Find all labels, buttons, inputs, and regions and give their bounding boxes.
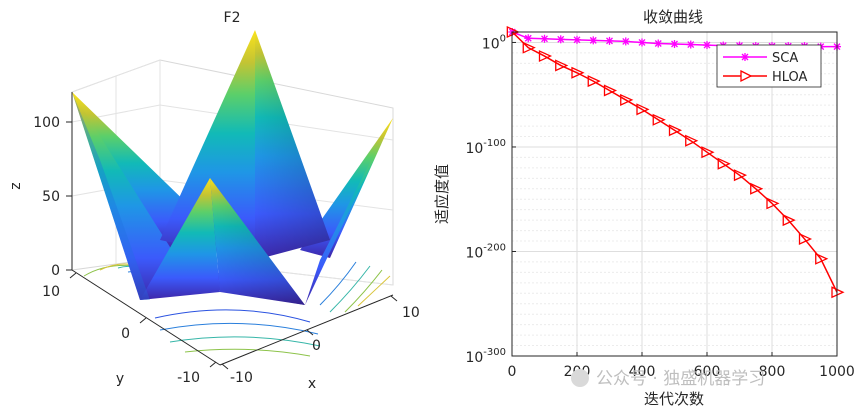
- data-point-sca: [703, 41, 711, 50]
- data-point-sca: [573, 35, 581, 44]
- y-tick-exponent: 0: [500, 33, 506, 44]
- surface-facet: [305, 118, 393, 305]
- contour-line: [169, 336, 321, 347]
- x-tick-label: 10: [402, 305, 420, 321]
- data-point-sca: [540, 34, 549, 43]
- watermark: 公众号 · 独盛机器学习: [571, 369, 765, 389]
- surface-facet: [140, 178, 220, 300]
- surface-facet: [160, 30, 255, 260]
- data-point-hloa: [668, 124, 683, 137]
- surface-facet: [210, 178, 305, 305]
- wechat-icon: [571, 369, 589, 387]
- y-tick-label: 10: [42, 284, 60, 300]
- y-tick-base: 10: [465, 245, 483, 261]
- y-tick-base: 10: [465, 141, 483, 157]
- contour-line: [154, 309, 311, 323]
- data-point-sca: [621, 37, 630, 46]
- y-axis-label: y: [116, 371, 124, 387]
- contour-line: [329, 265, 371, 313]
- y-tick-exponent: -300: [483, 347, 506, 358]
- line-x-axis-label: 迭代次数: [644, 390, 704, 408]
- data-point-hloa: [652, 113, 666, 126]
- data-point-hloa: [620, 93, 634, 106]
- y-tick-base: 10: [465, 350, 483, 366]
- x-axis-label: x: [308, 376, 316, 392]
- x-tick-label: 0: [508, 364, 517, 380]
- data-point-hloa: [766, 197, 780, 210]
- data-point-sca: [638, 38, 646, 47]
- data-point-sca: [524, 34, 533, 43]
- contour-line: [184, 348, 311, 357]
- data-point-sca: [686, 40, 695, 49]
- surface-facet: [255, 30, 330, 260]
- data-point-hloa: [750, 182, 764, 195]
- x-tick-label: 1000: [819, 364, 855, 380]
- surface-mesh: [72, 30, 393, 305]
- contour-line: [344, 269, 383, 313]
- z-axis-label: z: [8, 182, 24, 189]
- data-point-hloa: [603, 84, 618, 97]
- watermark-text: 公众号 · 独盛机器学习: [596, 369, 765, 389]
- legend-box: [716, 44, 822, 88]
- line-y-axis-label: 适应度值: [433, 164, 451, 224]
- x-tick-label: -10: [230, 370, 253, 386]
- legend: SCA HLOA: [716, 44, 822, 88]
- y-tick-label: -10: [177, 370, 200, 386]
- data-point-hloa: [587, 75, 601, 88]
- data-point-hloa: [685, 134, 699, 147]
- legend-sca-marker: [741, 53, 749, 61]
- data-point-sca: [589, 36, 598, 45]
- y-tick-base: 10: [482, 36, 500, 52]
- legend-hloa-label: HLOA: [772, 70, 808, 85]
- data-point-hloa: [733, 169, 748, 182]
- data-point-sca: [556, 35, 565, 44]
- surface-facet: [72, 92, 175, 300]
- data-point-hloa: [701, 146, 715, 159]
- x-tick-label: 0: [312, 338, 321, 354]
- data-point-sca: [654, 39, 663, 48]
- surface-plot: F2: [8, 10, 420, 392]
- data-point-hloa: [571, 66, 585, 79]
- y-tick-exponent: -100: [483, 138, 506, 149]
- y-tick-label: 10-100: [465, 138, 506, 157]
- convergence-plot: 收敛曲线 02004006008001000 10010-10010-20010…: [433, 8, 855, 408]
- data-point-hloa: [538, 50, 553, 63]
- x-tick-label: 800: [759, 364, 786, 380]
- x-tick-label: 400: [629, 364, 656, 380]
- y-tick-label: 0: [121, 326, 130, 342]
- contour-line: [159, 322, 319, 335]
- x-tick-label: 600: [694, 364, 721, 380]
- contour-line: [357, 275, 391, 307]
- z-tick-label: 50: [42, 189, 60, 205]
- y-tick-label: 100: [482, 33, 506, 52]
- contour-line: [319, 261, 357, 306]
- legend-sca-label: SCA: [772, 51, 798, 66]
- data-point-hloa: [815, 252, 829, 265]
- surface-facet: [72, 92, 150, 300]
- data-point-hloa: [555, 59, 569, 72]
- surface-title: F2: [224, 10, 241, 26]
- z-tick-label: 0: [51, 263, 60, 279]
- data-point-sca: [605, 36, 614, 45]
- data-point-hloa: [717, 157, 731, 170]
- surface-axes: [66, 92, 398, 370]
- y-tick-label: 10-300: [465, 347, 506, 366]
- data-point-hloa: [506, 25, 520, 39]
- data-point-sca: [670, 40, 679, 49]
- y-axis: [71, 269, 221, 366]
- data-point-hloa: [522, 41, 536, 54]
- line-title: 收敛曲线: [643, 8, 703, 26]
- data-point-hloa: [798, 232, 813, 245]
- z-tick-label: 100: [33, 115, 60, 131]
- x-axis: [219, 294, 394, 366]
- y-tick-exponent: -200: [483, 242, 506, 253]
- plot-frame: [511, 31, 838, 357]
- data-point-hloa: [636, 103, 650, 116]
- y-tick-label: 10-200: [465, 242, 506, 261]
- data-point-hloa: [782, 214, 796, 227]
- legend-hloa-marker: [740, 69, 753, 83]
